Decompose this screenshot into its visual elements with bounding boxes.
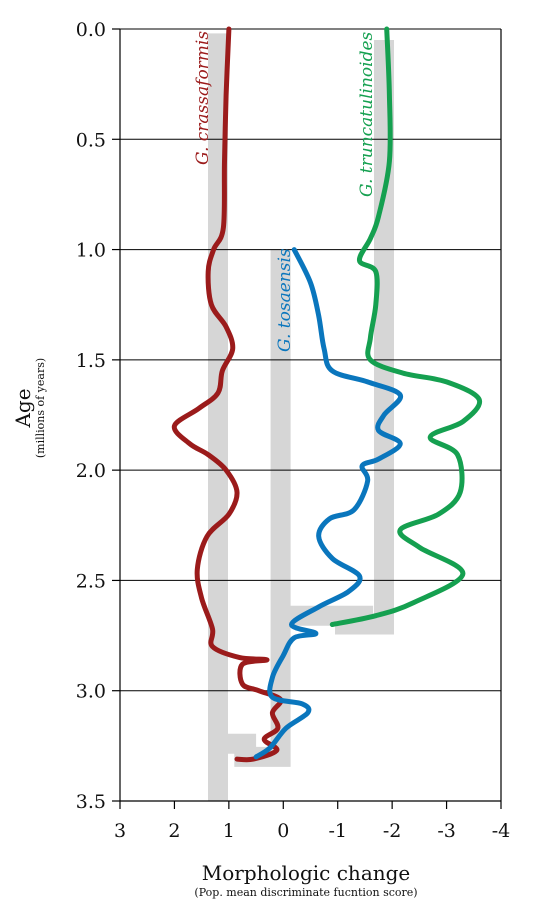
y-tick-label: 1.5 <box>76 350 106 372</box>
species-label-truncatulinoides: G. truncatulinoides <box>357 31 377 197</box>
y-axis-subtitle: (millions of years) <box>34 358 47 458</box>
x-tick-label: 0 <box>277 820 289 842</box>
x-tick-label: 2 <box>168 820 180 842</box>
x-tick-label: -2 <box>383 820 402 842</box>
series-line-truncatulinoides <box>329 26 483 627</box>
y-tick-label: 1.0 <box>76 240 106 262</box>
y-tick-label: 2.0 <box>76 460 106 482</box>
species-label-tosaensis: G. tosaensis <box>275 248 295 352</box>
range-bars <box>208 33 394 801</box>
x-tick-label: 3 <box>114 820 126 842</box>
y-tick-label: 3.0 <box>76 681 106 703</box>
x-axis-subtitle: (Pop. mean discriminate fucntion score) <box>194 886 417 899</box>
y-axis-title: Age <box>11 388 35 428</box>
range-bar-0 <box>208 33 257 801</box>
axes <box>112 28 502 809</box>
y-tick-label: 2.5 <box>76 570 106 592</box>
x-tick-label: -1 <box>328 820 347 842</box>
series-lines <box>171 26 483 763</box>
y-tick-label: 3.5 <box>76 791 106 813</box>
x-tick-label: -4 <box>492 820 511 842</box>
series-line-tosaensis <box>253 247 404 760</box>
x-axis-title: Morphologic change <box>202 861 411 885</box>
grid-lines <box>120 28 501 802</box>
x-tick-label: -3 <box>437 820 456 842</box>
tick-labels: 0.0 0.5 1.0 1.5 2.0 2.5 3.0 3.5 3 2 1 0 -1 -2 -3 -4 <box>76 19 510 842</box>
x-tick-label: 1 <box>223 820 235 842</box>
y-tick-label: 0.0 <box>76 19 106 41</box>
y-tick-label: 0.5 <box>76 129 106 151</box>
species-label-crassaformis: G. crassaformis <box>193 31 213 165</box>
range-bar-2 <box>335 40 394 635</box>
